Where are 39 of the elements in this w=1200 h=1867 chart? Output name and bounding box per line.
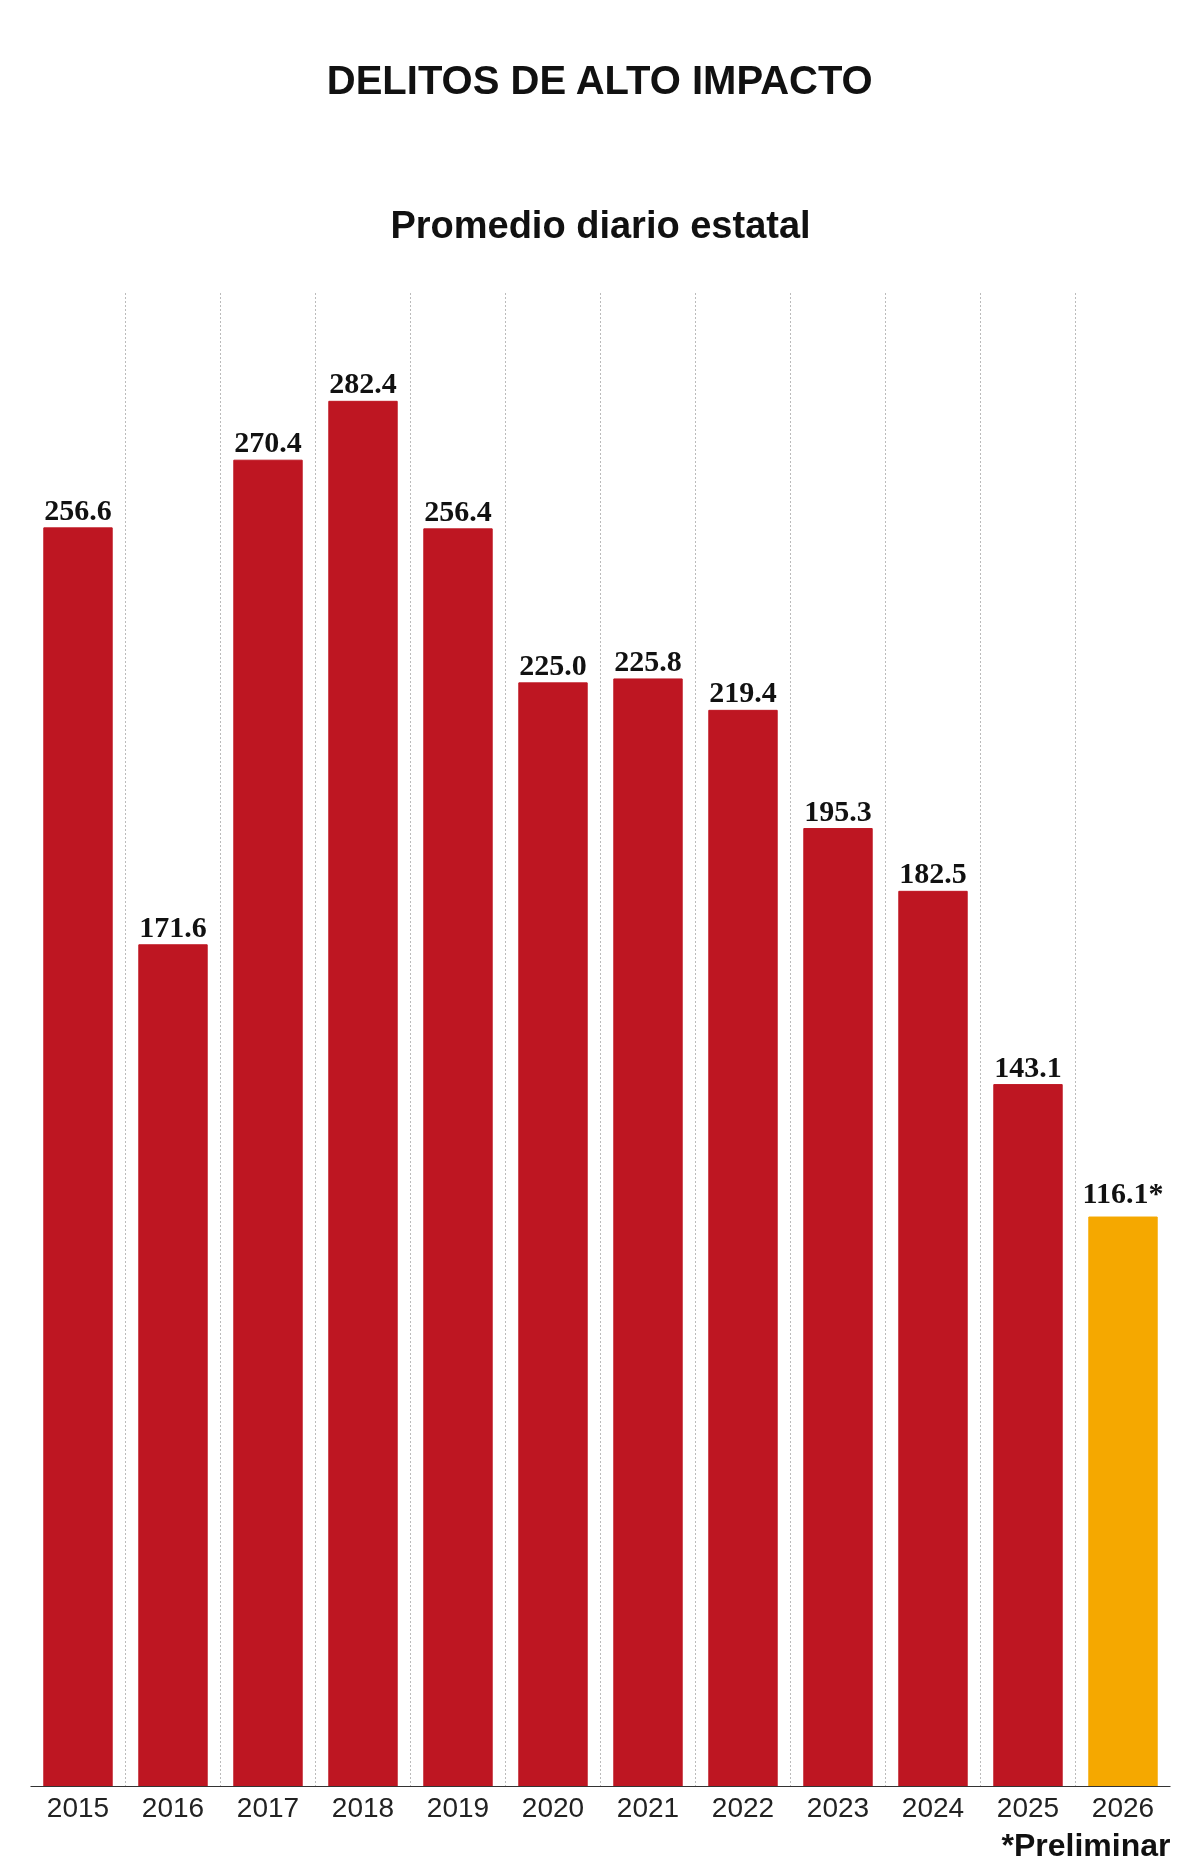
data-label: 171.6 [139, 909, 207, 943]
data-label: 182.5 [899, 856, 967, 890]
data-label: 282.4 [329, 366, 397, 400]
data-label: 270.4 [234, 425, 302, 459]
data-label: 225.8 [614, 643, 682, 677]
bar [898, 890, 968, 1787]
bar [43, 527, 113, 1787]
x-tick-label: 2026 [1091, 1791, 1155, 1823]
bar [233, 459, 303, 1787]
x-tick-label: 2020 [521, 1791, 585, 1823]
bar [803, 828, 873, 1787]
data-label: 116.1* [1082, 1176, 1164, 1210]
chart-subtitle: Promedio diario estatal [390, 203, 811, 246]
data-label: 256.6 [44, 492, 112, 526]
bar [518, 682, 588, 1787]
chart-title: DELITOS DE ALTO IMPACTO [326, 57, 873, 102]
bar [708, 709, 778, 1787]
x-tick-label: 2018 [331, 1791, 395, 1823]
bar [993, 1084, 1063, 1787]
bar [613, 678, 683, 1787]
text: *Preliminar [1001, 1826, 1171, 1863]
bar [1088, 1216, 1158, 1787]
x-tick-label: 2024 [901, 1791, 965, 1823]
x-tick-label: 2022 [711, 1791, 775, 1823]
data-label: 143.1 [994, 1049, 1062, 1083]
bar [423, 528, 493, 1787]
x-tick-label: 2021 [616, 1791, 680, 1823]
x-tick-label: 2015 [46, 1791, 110, 1823]
data-label: 195.3 [804, 793, 872, 827]
data-label: 219.4 [709, 675, 777, 709]
x-tick-label: 2017 [236, 1791, 300, 1823]
x-tick-label: 2019 [426, 1791, 490, 1823]
x-tick-label: 2016 [141, 1791, 205, 1823]
bar [138, 944, 208, 1787]
data-label: 256.4 [424, 493, 492, 527]
x-tick-label: 2025 [996, 1791, 1060, 1823]
bar [328, 400, 398, 1787]
x-tick-label: 2023 [806, 1791, 870, 1823]
data-label: 225.0 [519, 647, 587, 681]
